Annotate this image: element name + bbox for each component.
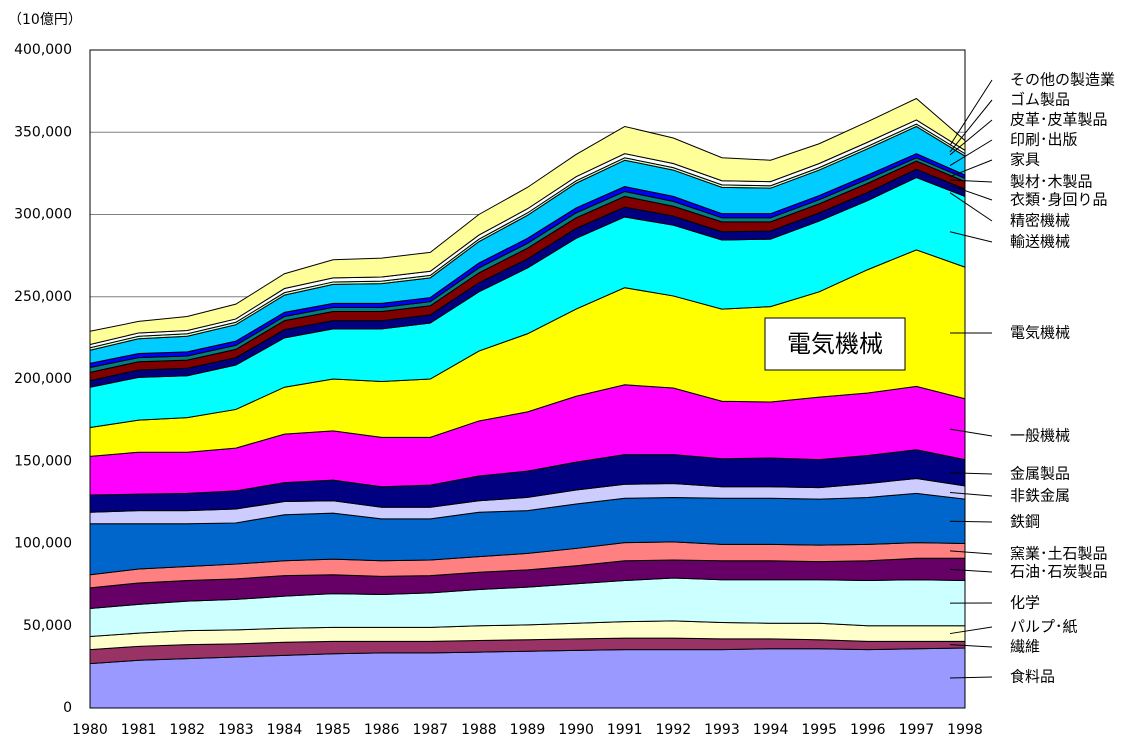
y-axis-label: （10億円） [8,12,82,28]
leader-line [949,231,993,243]
leader-line [949,79,993,146]
x-tick-label: 1995 [801,722,837,738]
x-tick-label: 1990 [558,722,594,738]
x-tick-label: 1985 [315,722,351,738]
legend-label: その他の製造業 [1010,71,1115,89]
leader-line [949,568,993,573]
legend-label: 製材･木製品 [1010,173,1093,191]
x-tick-label: 1983 [218,722,254,738]
legend-label: 印刷･出版 [1010,131,1078,149]
legend-label: 精密機械 [1010,212,1070,230]
x-tick-label: 1993 [704,722,740,738]
y-tick-label: 300,000 [14,207,72,223]
legend-label: 鉄鋼 [1010,513,1040,531]
leader-line [949,676,993,679]
y-tick-label: 150,000 [14,453,72,469]
leader-line [949,428,993,437]
leader-line [949,644,993,648]
leader-line [949,626,993,635]
legend-label: 一般機械 [1010,427,1070,445]
x-tick-label: 1996 [850,722,886,738]
leader-line [949,184,993,201]
x-tick-label: 1982 [169,722,205,738]
leader-line [949,119,993,156]
legend-label: 非鉄金属 [1010,487,1070,505]
plot-border [89,49,966,709]
callout-label: 電気機械 [787,330,883,358]
x-tick-label: 1997 [899,722,935,738]
legend-label: 家具 [1010,151,1040,169]
legend-label: 石油･石炭製品 [1010,563,1108,581]
legend-label: 衣類･身回り品 [1010,191,1108,209]
callout-box [764,317,906,371]
x-tick-label: 1984 [267,722,303,738]
legend-label: 食料品 [1010,668,1055,686]
legend-label: 窯業･土石製品 [1010,545,1108,563]
x-tick-label: 1991 [607,722,643,738]
legend-label: 電気機械 [1010,324,1070,342]
x-tick-label: 1992 [656,722,692,738]
legend-label: 輸送機械 [1010,233,1070,251]
y-tick-label: 400,000 [14,42,72,58]
legend-label: 皮革･皮革製品 [1010,111,1108,129]
y-tick-label: 0 [63,700,72,716]
legend-label: 化学 [1010,594,1040,612]
leader-line [949,192,993,222]
y-tick-label: 200,000 [14,371,72,387]
x-tick-label: 1981 [121,722,157,738]
y-tick-label: 350,000 [14,124,72,140]
x-tick-label: 1980 [72,722,108,738]
leader-line [949,472,993,475]
leader-line [949,179,993,183]
y-tick-label: 250,000 [14,289,72,305]
x-tick-label: 1986 [364,722,400,738]
x-tick-label: 1998 [947,722,983,738]
leader-line [949,550,993,555]
y-tick-label: 100,000 [14,536,72,552]
legend-label: 金属製品 [1010,465,1070,483]
leader-line [949,520,993,523]
legend-label: 繊維 [1010,638,1040,656]
x-tick-label: 1989 [510,722,546,738]
x-tick-label: 1988 [461,722,497,738]
y-tick-label: 50,000 [23,618,72,634]
leader-line [949,139,993,166]
x-tick-label: 1994 [753,722,789,738]
legend-label: パルプ･紙 [1010,618,1078,636]
leader-line [949,99,993,153]
leader-line [949,492,993,497]
legend-label: ゴム製品 [1010,91,1070,109]
leader-line [949,159,993,178]
x-tick-label: 1987 [412,722,448,738]
